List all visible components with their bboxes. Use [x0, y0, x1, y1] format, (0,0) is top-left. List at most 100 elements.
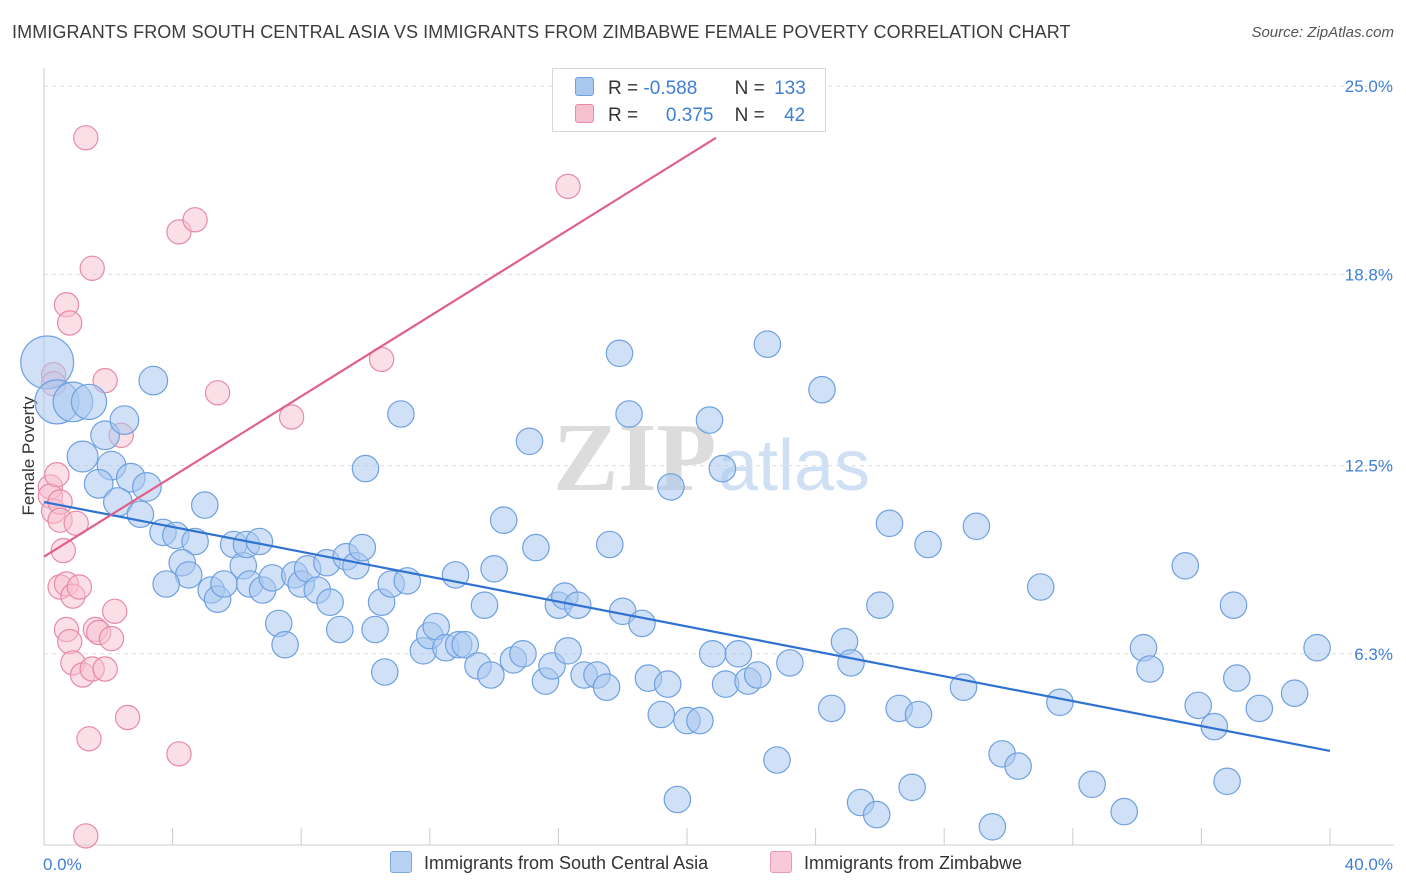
bottom-legend-label: Immigrants from South Central Asia [424, 853, 709, 873]
data-point-south-central-asia [126, 500, 155, 528]
legend-row-south-central-asia: R = -0.588 N = 133 [575, 77, 806, 101]
data-point-south-central-asia [477, 661, 505, 689]
legend-r-value: -0.588 [643, 78, 698, 99]
data-point-south-central-asia [1303, 633, 1331, 662]
y-tick-labels: 25.0% 18.8% 12.5% 6.3% [1345, 77, 1393, 664]
bottom-legend-zimbabwe: Immigrants from Zimbabwe [770, 851, 1022, 874]
data-point-zimbabwe [92, 656, 118, 682]
data-point-south-central-asia [753, 330, 782, 358]
data-point-south-central-asia [647, 700, 676, 729]
data-point-south-central-asia [898, 773, 926, 802]
data-point-south-central-asia [191, 491, 219, 519]
data-point-south-central-asia [763, 746, 791, 774]
legend-swatch-blue [575, 77, 594, 96]
data-point-zimbabwe [92, 367, 118, 394]
data-point-south-central-asia [904, 700, 933, 729]
data-point-south-central-asia [70, 383, 108, 421]
data-point-south-central-asia [271, 630, 299, 659]
data-point-south-central-asia [914, 530, 942, 559]
legend-swatch-pink [575, 104, 594, 123]
legend-r-label: R = [608, 78, 639, 99]
stats-legend: R = -0.588 N = 133 R = 0.375 N = 42 [552, 68, 826, 132]
data-point-south-central-asia [554, 636, 582, 665]
data-point-south-central-asia [370, 658, 399, 686]
x-tick-label-max: 40.0% [1345, 855, 1393, 874]
data-point-zimbabwe [73, 125, 99, 151]
data-point-south-central-asia [978, 812, 1007, 841]
bottom-legend-label: Immigrants from Zimbabwe [804, 853, 1023, 873]
data-point-south-central-asia [489, 506, 518, 534]
data-point-south-central-asia [451, 630, 479, 659]
data-point-south-central-asia [325, 615, 354, 644]
data-point-south-central-asia [663, 785, 692, 814]
data-point-south-central-asia [1213, 767, 1241, 796]
data-point-zimbabwe [56, 628, 83, 655]
data-point-south-central-asia [1026, 573, 1055, 601]
trend-line-zimbabwe [43, 136, 717, 558]
legend-r-label: R = [608, 105, 639, 126]
data-point-zimbabwe [44, 462, 70, 488]
y-tick-label: 12.5% [1345, 457, 1393, 476]
data-point-south-central-asia [698, 639, 727, 668]
data-point-south-central-asia [1171, 551, 1200, 580]
data-point-south-central-asia [522, 533, 550, 562]
y-tick-label: 25.0% [1345, 77, 1393, 96]
data-point-south-central-asia [686, 706, 714, 735]
data-point-south-central-asia [653, 670, 682, 698]
series-south-central-asia-points [20, 330, 1331, 841]
x-tick-label-min: 0.0% [43, 855, 82, 874]
chart-title: IMMIGRANTS FROM SOUTH CENTRAL ASIA VS IM… [12, 22, 1071, 42]
data-point-south-central-asia [361, 615, 389, 644]
data-point-south-central-asia [1223, 664, 1251, 692]
data-point-zimbabwe [66, 574, 93, 600]
legend-n-label: N = [734, 105, 765, 126]
data-point-zimbabwe [76, 726, 102, 752]
data-point-south-central-asia [1184, 691, 1212, 720]
legend-row-zimbabwe: R = 0.375 N = 42 [575, 104, 805, 128]
data-point-zimbabwe [278, 404, 305, 430]
trend-lines [43, 136, 1331, 752]
data-point-south-central-asia [866, 591, 894, 619]
data-point-south-central-asia [605, 339, 634, 368]
x-ticks [172, 828, 1331, 845]
y-tick-label: 6.3% [1354, 645, 1393, 664]
data-point-south-central-asia [1004, 752, 1032, 780]
data-point-south-central-asia [1280, 679, 1309, 707]
data-point-zimbabwe [101, 598, 128, 625]
data-point-zimbabwe [73, 823, 99, 849]
data-point-south-central-asia [708, 454, 737, 483]
data-point-south-central-asia [743, 661, 772, 689]
data-point-zimbabwe [50, 537, 76, 564]
y-axis-title: Female Poverty [19, 396, 38, 516]
data-point-south-central-asia [515, 427, 544, 456]
data-point-south-central-asia [817, 694, 846, 723]
data-point-south-central-asia [962, 512, 991, 541]
data-point-south-central-asia [181, 527, 209, 556]
data-point-south-central-asia [776, 649, 804, 677]
data-point-south-central-asia [316, 588, 344, 616]
data-point-south-central-asia [348, 533, 377, 562]
data-point-south-central-asia [592, 673, 621, 701]
data-point-south-central-asia [1136, 655, 1164, 683]
data-point-south-central-asia [657, 473, 685, 501]
data-point-south-central-asia [1219, 591, 1248, 619]
data-point-south-central-asia [351, 454, 380, 483]
data-point-south-central-asia [1046, 688, 1074, 717]
bottom-legend-swatch-pink [770, 851, 792, 873]
data-point-zimbabwe [79, 255, 105, 281]
data-point-south-central-asia [138, 365, 169, 396]
data-point-zimbabwe [166, 741, 192, 767]
data-point-south-central-asia [152, 570, 180, 598]
data-point-zimbabwe [114, 704, 141, 731]
data-point-south-central-asia [724, 639, 753, 668]
data-point-south-central-asia [20, 335, 75, 390]
data-point-south-central-asia [595, 530, 624, 559]
data-point-south-central-asia [109, 405, 140, 436]
data-point-zimbabwe [98, 625, 125, 652]
data-point-south-central-asia [1078, 770, 1106, 799]
data-point-zimbabwe [182, 207, 208, 233]
bottom-legend-south-central-asia: Immigrants from South Central Asia [390, 851, 708, 874]
data-point-south-central-asia [862, 800, 891, 829]
data-point-south-central-asia [837, 649, 865, 677]
data-point-south-central-asia [480, 554, 508, 583]
